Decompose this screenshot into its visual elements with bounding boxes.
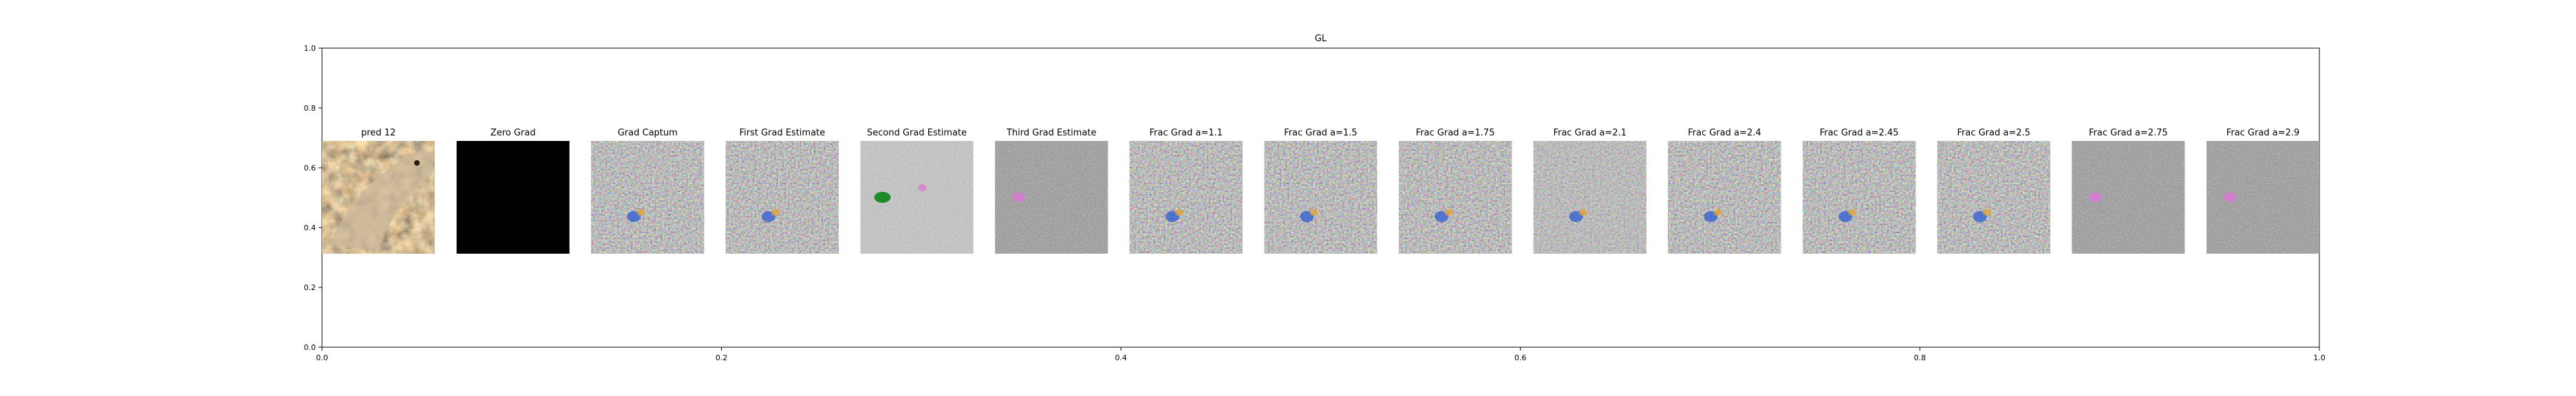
orange-blob <box>1174 209 1183 216</box>
panel-title: Frac Grad a=2.1 <box>1554 128 1627 138</box>
x-tick-label: 1.0 <box>2313 353 2326 362</box>
x-tick-label: 0.4 <box>1115 353 1127 362</box>
y-tick-label: 0.4 <box>304 223 316 232</box>
y-tick-label: 0.0 <box>304 343 316 352</box>
panel-title: Frac Grad a=2.45 <box>1820 128 1899 138</box>
image-panel: Frac Grad a=2.75 <box>2072 128 2185 254</box>
panel-title: Frac Grad a=2.75 <box>2089 128 2168 138</box>
panel-image <box>725 141 839 254</box>
pink-spot <box>2089 192 2102 202</box>
orange-blob <box>636 209 645 216</box>
image-panel: Frac Grad a=2.5 <box>1937 128 2050 254</box>
panel-title: Third Grad Estimate <box>1006 128 1096 138</box>
image-panel: Frac Grad a=2.1 <box>1533 128 1646 254</box>
y-tick-label: 0.8 <box>304 104 316 113</box>
y-tick-label: 1.0 <box>304 44 316 53</box>
panel-image <box>1533 141 1646 254</box>
image-panel: Frac Grad a=1.75 <box>1399 128 1512 254</box>
image-panel: Frac Grad a=2.4 <box>1668 128 1781 254</box>
panel-image <box>456 141 570 254</box>
image-panel: Frac Grad a=2.9 <box>2207 128 2319 254</box>
panel-image <box>1803 141 1916 254</box>
image-panel: Frac Grad a=2.45 <box>1803 128 1916 254</box>
panel-image <box>2072 141 2185 254</box>
panel-title: Zero Grad <box>491 128 536 138</box>
image-panels: pred 12 Zero Grad Grad Captum First Grad Es… <box>322 128 2319 254</box>
panel-title: Frac Grad a=2.5 <box>1957 128 2030 138</box>
green-spot <box>874 192 891 203</box>
panel-title: Grad Captum <box>618 128 678 138</box>
panel-image <box>1399 141 1512 254</box>
panel-image <box>1668 141 1781 254</box>
orange-blob <box>771 209 780 216</box>
panel-image <box>2207 141 2319 254</box>
panel-image <box>1937 141 2050 254</box>
pink-spot <box>2224 192 2236 202</box>
panel-title: pred 12 <box>361 128 396 138</box>
chart-title: GL <box>1315 34 1327 44</box>
image-panel: pred 12 <box>322 128 435 254</box>
orange-blob <box>1309 209 1318 216</box>
panel-title: Frac Grad a=2.9 <box>2226 128 2299 138</box>
panel-image <box>995 141 1108 254</box>
panel-title: Frac Grad a=1.1 <box>1150 128 1223 138</box>
orange-blob <box>1578 209 1587 216</box>
panel-title: Frac Grad a=2.4 <box>1688 128 1761 138</box>
panel-title: First Grad Estimate <box>740 128 826 138</box>
x-tick-label: 0.8 <box>1914 353 1926 362</box>
x-tick-label: 0.6 <box>1514 353 1527 362</box>
orange-blob <box>1713 209 1722 216</box>
panel-image <box>1264 141 1377 254</box>
x-tick-label: 0.0 <box>316 353 328 362</box>
panel-title: Frac Grad a=1.5 <box>1284 128 1357 138</box>
lizard-shape <box>329 151 433 251</box>
image-panel: Frac Grad a=1.1 <box>1129 128 1243 254</box>
lizard-eye <box>414 160 420 166</box>
image-panel: Zero Grad <box>456 128 570 254</box>
panel-image <box>1129 141 1243 254</box>
x-tick-label: 0.2 <box>716 353 728 362</box>
axis-ticks: 0.0 0.2 0.4 0.6 0.8 1.0 0.0 0.2 0.4 0.6 0.8 1.0 <box>304 44 2326 362</box>
y-tick-label: 0.6 <box>304 164 316 173</box>
panel-title: Second Grad Estimate <box>867 128 967 138</box>
orange-blob <box>1444 209 1453 216</box>
orange-blob <box>1848 209 1857 216</box>
y-tick-label: 0.2 <box>304 283 316 292</box>
image-panel: Second Grad Estimate <box>860 128 974 254</box>
panel-image <box>591 141 705 254</box>
image-panel: Frac Grad a=1.5 <box>1264 128 1377 254</box>
orange-blob <box>1982 209 1991 216</box>
pink-spot <box>918 184 927 191</box>
panel-title: Frac Grad a=1.75 <box>1416 128 1495 138</box>
image-panel: First Grad Estimate <box>725 128 839 254</box>
image-panel: Third Grad Estimate <box>995 128 1108 254</box>
image-panel: Grad Captum <box>591 128 705 254</box>
pink-spot <box>1012 192 1025 202</box>
